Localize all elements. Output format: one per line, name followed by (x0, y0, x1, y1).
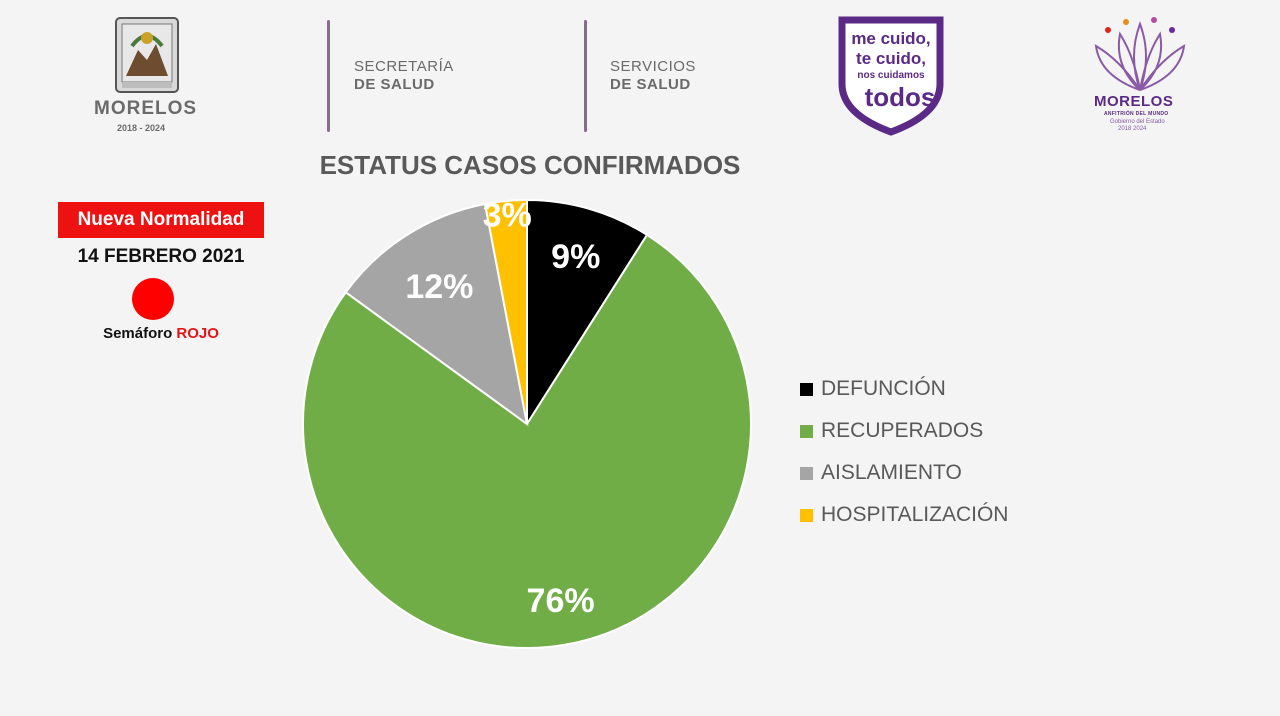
state-logo-years: 2018 - 2024 (117, 123, 166, 133)
campaign-line2: te cuido, (856, 49, 926, 68)
secretaria-line2: DE SALUD (354, 76, 435, 93)
pie-data-label-2: 12% (405, 268, 473, 306)
semaforo-dot (132, 278, 174, 320)
pie-slice-2 (344, 202, 529, 427)
pie-data-label-3: 3% (483, 196, 532, 234)
state-coat-of-arms-icon (115, 17, 179, 93)
gov-logo-sub1: Gobierno del Estado (1110, 119, 1165, 125)
servicios-line1: SERVICIOS (610, 58, 696, 75)
legend-item-hospitalizacion: HOSPITALIZACIÓN (800, 494, 1008, 536)
campaign-line3: nos cuidamos (857, 70, 925, 81)
divider (584, 20, 587, 132)
semaforo-label: Semáforo (103, 325, 173, 342)
legend-label: AISLAMIENTO (821, 461, 962, 484)
divider (327, 20, 330, 132)
legend-label: DEFUNCIÓN (821, 377, 946, 400)
legend-swatch (800, 382, 813, 396)
pie-slice-1 (302, 233, 752, 649)
pie-data-label-1: 76% (527, 582, 595, 620)
pie-slice-3 (483, 198, 528, 425)
gov-logo-sub2: 2018 2024 (1118, 126, 1147, 132)
campaign-shield-icon (838, 16, 944, 136)
gov-logo-name: MORELOS (1094, 93, 1174, 110)
semaforo-value: ROJO (176, 325, 219, 342)
state-logo-name: MORELOS (94, 98, 198, 119)
servicios-line2: DE SALUD (610, 76, 691, 93)
secretaria-line1: SECRETARÍA (354, 58, 454, 75)
pie-data-label-0: 9% (551, 238, 600, 276)
chart-title: ESTATUS CASOS CONFIRMADOS (319, 150, 741, 180)
gov-logo-tagline: ANFITRIÓN DEL MUNDO (1104, 111, 1169, 117)
legend-item-recuperados: RECUPERADOS (800, 410, 1008, 452)
legend-swatch (800, 466, 813, 480)
pie-slice-0 (526, 198, 649, 428)
legend-item-aislamiento: AISLAMIENTO (800, 452, 1008, 494)
legend-item-defuncion: DEFUNCIÓN (800, 368, 1008, 410)
campaign-line1: me cuido, (851, 29, 931, 48)
chart-legend: DEFUNCIÓN RECUPERADOS AISLAMIENTO HOSPIT… (800, 368, 1008, 536)
lotus-flower-icon (1094, 17, 1186, 91)
legend-swatch (800, 424, 813, 438)
legend-swatch (800, 508, 813, 522)
nueva-normalidad-badge: Nueva Normalidad (58, 202, 264, 238)
legend-label: HOSPITALIZACIÓN (821, 503, 1009, 526)
campaign-line4: todos (864, 82, 936, 112)
legend-label: RECUPERADOS (821, 419, 984, 442)
semaforo-status: Semáforo ROJO (58, 325, 264, 342)
report-date: 14 FEBRERO 2021 (77, 246, 245, 267)
